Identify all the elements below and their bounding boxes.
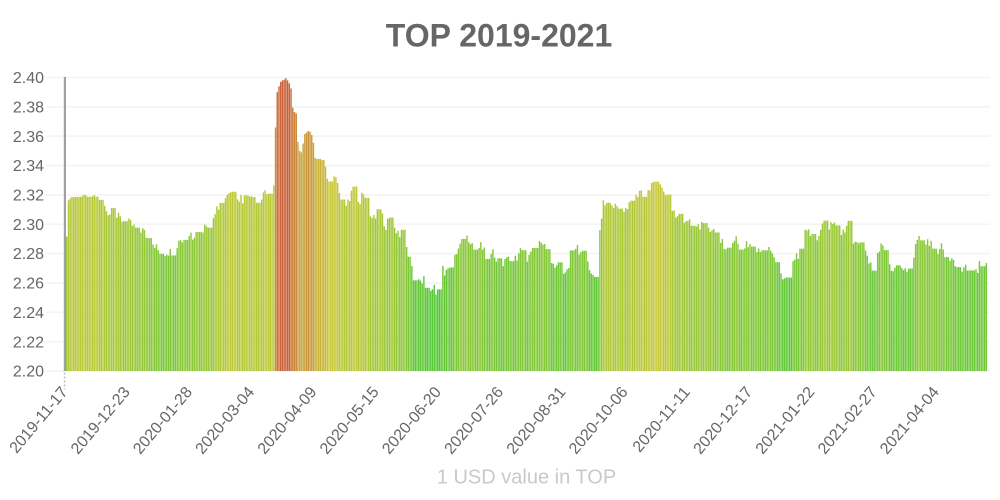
svg-text:2.26: 2.26: [13, 276, 44, 293]
svg-text:2.20: 2.20: [13, 364, 44, 381]
svg-text:2.32: 2.32: [13, 188, 44, 205]
svg-text:2.36: 2.36: [13, 129, 44, 146]
svg-text:1 USD value in TOP: 1 USD value in TOP: [437, 467, 616, 489]
svg-text:2.38: 2.38: [13, 99, 44, 116]
svg-text:TOP 2019-2021: TOP 2019-2021: [386, 18, 613, 54]
svg-text:2.30: 2.30: [13, 217, 44, 234]
svg-text:2.24: 2.24: [13, 305, 44, 322]
svg-text:2.34: 2.34: [13, 158, 44, 175]
svg-text:2.40: 2.40: [13, 70, 44, 87]
svg-text:2.22: 2.22: [13, 334, 44, 351]
svg-text:2.28: 2.28: [13, 246, 44, 263]
